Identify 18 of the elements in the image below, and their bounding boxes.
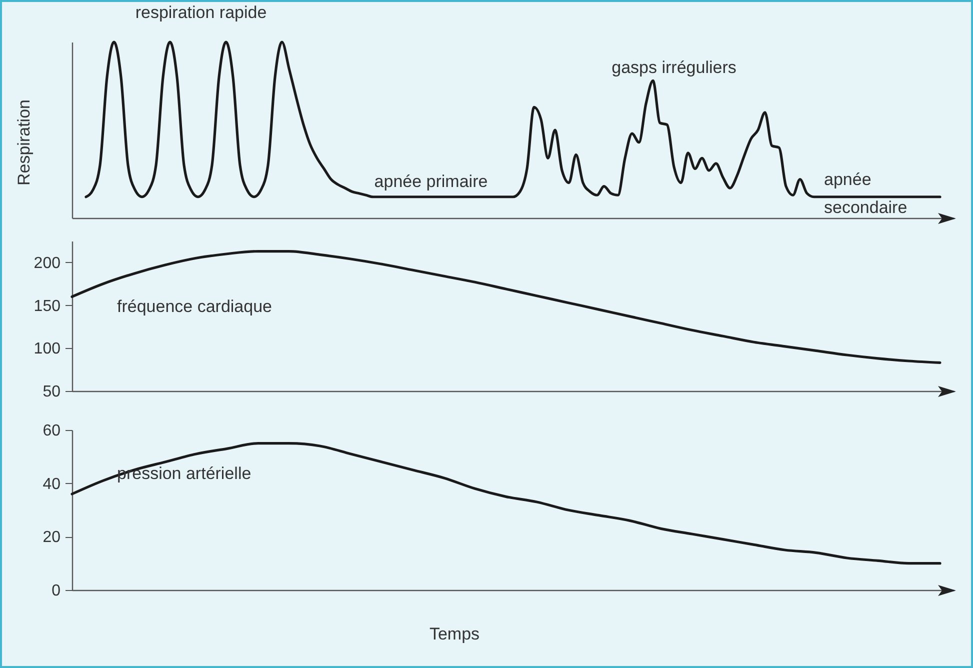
y-tick-label: 60 (42, 422, 61, 440)
annotation: gasps irréguliers (612, 58, 736, 77)
y-tick-label: 0 (52, 582, 61, 600)
y-tick-label: 20 (42, 529, 61, 546)
annotation: apnée primaire (374, 172, 488, 191)
x-axis-title: Temps (429, 624, 480, 644)
y-tick-label: 200 (34, 254, 61, 272)
annotation: apnée secondaire (824, 170, 908, 217)
text: respiration rapide (135, 3, 267, 22)
y-tick-label: 150 (34, 298, 61, 315)
line-series (70, 250, 942, 364)
line-series (70, 442, 942, 565)
y-tick-label: 50 (42, 384, 61, 400)
series-label: fréquence cardiaque (117, 297, 272, 316)
y-axis-title: Respiration (14, 100, 34, 186)
y-tick-label: 40 (42, 476, 61, 493)
series-label: pression artérielle (117, 464, 252, 483)
y-tick-label: 100 (34, 340, 61, 358)
